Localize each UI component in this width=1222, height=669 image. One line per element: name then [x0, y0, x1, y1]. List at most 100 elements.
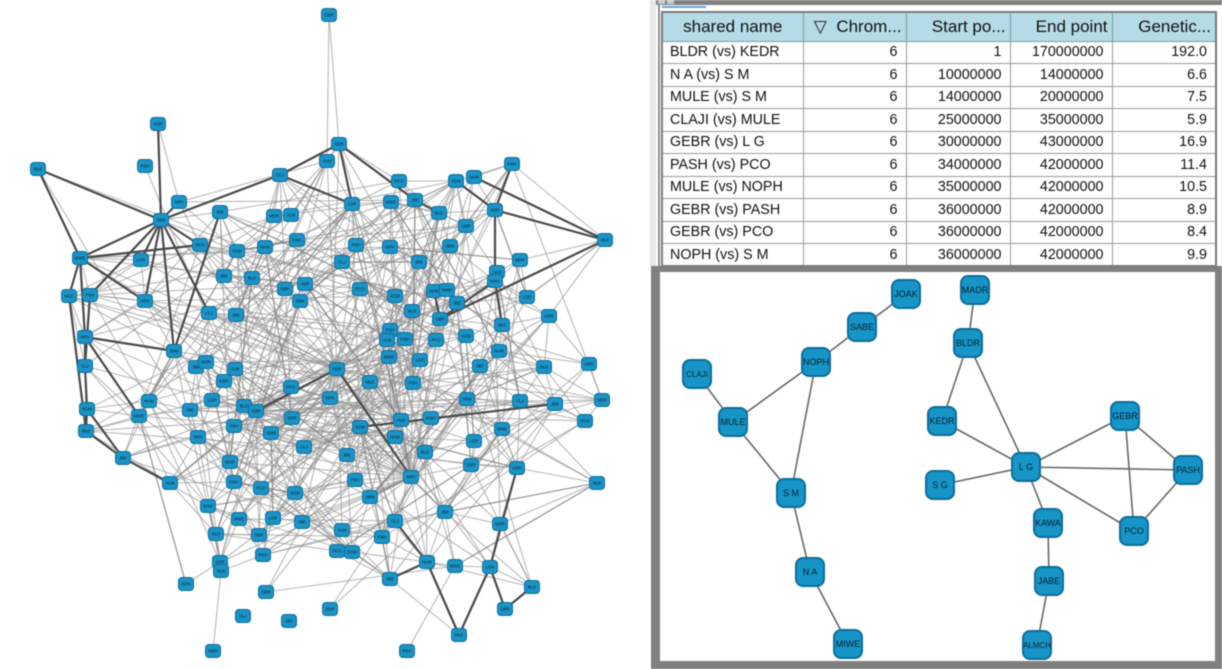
svg-text:PSH: PSH — [230, 424, 239, 429]
svg-text:ALM: ALM — [383, 338, 392, 343]
svg-text:JBK: JBK — [232, 313, 240, 318]
svg-text:GBR: GBR — [500, 607, 509, 612]
svg-text:SBM: SBM — [365, 495, 375, 500]
svg-text:CLJ: CLJ — [300, 445, 307, 450]
svg-text:KDR: KDR — [154, 122, 163, 127]
svg-text:JBK: JBK — [192, 365, 200, 370]
svg-text:PCO: PCO — [394, 179, 404, 184]
svg-text:KAWA: KAWA — [1035, 518, 1061, 528]
svg-text:PSH: PSH — [386, 328, 395, 333]
svg-text:MDR: MDR — [597, 398, 607, 403]
svg-text:KDR: KDR — [333, 367, 342, 372]
svg-text:JBE: JBE — [476, 364, 484, 369]
svg-text:GBR: GBR — [435, 317, 444, 322]
svg-text:L G: L G — [1019, 462, 1033, 472]
svg-text:MDR: MDR — [334, 142, 344, 147]
svg-text:PCO: PCO — [1124, 526, 1144, 536]
svg-text:ALM: ALM — [231, 367, 240, 372]
svg-text:CLJ: CLJ — [81, 364, 88, 369]
svg-text:PCO: PCO — [580, 419, 590, 424]
svg-text:PCO: PCO — [332, 549, 342, 554]
svg-text:NPH: NPH — [326, 396, 335, 401]
svg-text:JBE: JBE — [411, 198, 419, 203]
svg-text:CLAJI: CLAJI — [686, 370, 708, 379]
svg-text:KDR: KDR — [545, 314, 554, 319]
svg-text:JBE: JBE — [386, 577, 394, 582]
svg-text:LGR: LGR — [486, 565, 495, 570]
svg-text:NPH: NPH — [141, 299, 150, 304]
svg-text:BLD: BLD — [528, 585, 536, 590]
svg-text:KDR: KDR — [491, 208, 500, 213]
svg-text:NAM: NAM — [390, 435, 400, 440]
svg-text:LGR: LGR — [137, 258, 146, 263]
svg-text:MADR: MADR — [962, 285, 989, 295]
svg-text:KWA: KWA — [490, 279, 500, 284]
svg-text:KDR: KDR — [216, 560, 225, 565]
svg-text:KEDR: KEDR — [929, 416, 955, 426]
svg-text:GBR: GBR — [584, 362, 593, 367]
svg-text:GBR: GBR — [254, 533, 263, 538]
svg-text:BLD: BLD — [248, 276, 256, 281]
svg-text:LGR: LGR — [208, 398, 217, 403]
svg-text:CLJ: CLJ — [391, 519, 398, 524]
svg-text:SBM: SBM — [156, 218, 166, 223]
svg-text:MLE: MLE — [593, 481, 602, 486]
svg-text:GBR: GBR — [466, 463, 475, 468]
svg-text:BLD: BLD — [240, 404, 248, 409]
svg-text:MDR: MDR — [495, 522, 505, 527]
svg-text:SGM: SGM — [347, 550, 357, 555]
svg-text:MWE: MWE — [497, 427, 507, 432]
svg-text:KWA: KWA — [426, 416, 436, 421]
svg-text:JBK: JBK — [119, 456, 127, 461]
svg-text:LGR: LGR — [523, 295, 532, 300]
svg-text:ALM: ALM — [287, 213, 296, 218]
svg-text:MDR: MDR — [515, 258, 525, 263]
svg-text:NOPH: NOPH — [803, 357, 829, 367]
svg-text:PSH: PSH — [141, 164, 150, 169]
svg-text:NAM: NAM — [203, 504, 213, 509]
svg-text:LGR: LGR — [348, 202, 357, 207]
svg-text:SGM: SGM — [82, 407, 92, 412]
svg-text:MLE: MLE — [217, 569, 226, 574]
svg-text:MLE: MLE — [498, 323, 507, 328]
svg-text:PCO: PCO — [286, 385, 296, 390]
svg-text:SGM: SGM — [390, 294, 400, 299]
svg-text:MWE: MWE — [442, 288, 452, 293]
svg-text:MIWE: MIWE — [836, 639, 861, 649]
svg-text:NPH: NPH — [386, 245, 395, 250]
svg-text:LGR: LGR — [470, 439, 479, 444]
svg-text:KWA: KWA — [377, 535, 387, 540]
svg-text:NPH: NPH — [81, 335, 90, 340]
svg-text:PCO: PCO — [355, 287, 365, 292]
svg-text:SGM: SGM — [461, 334, 471, 339]
svg-text:GEBR: GEBR — [1112, 411, 1138, 421]
svg-text:PCO: PCO — [431, 338, 441, 343]
svg-text:NPH: NPH — [194, 435, 203, 440]
svg-text:BLD: BLD — [421, 450, 429, 455]
svg-text:JBE: JBE — [343, 453, 351, 458]
svg-text:ALM: ALM — [338, 528, 347, 533]
svg-text:JOAK: JOAK — [894, 289, 918, 299]
svg-text:JBE: JBE — [298, 520, 306, 525]
svg-text:SBM: SBM — [445, 244, 455, 249]
svg-text:SGM: SGM — [290, 491, 300, 496]
svg-text:CLJ: CLJ — [276, 173, 283, 178]
svg-text:JBE: JBE — [220, 274, 228, 279]
svg-text:JBK: JBK — [551, 402, 559, 407]
svg-text:NAM: NAM — [144, 399, 154, 404]
svg-text:SGM: SGM — [355, 425, 365, 430]
svg-text:BLD: BLD — [408, 309, 416, 314]
svg-text:NAM: NAM — [469, 175, 479, 180]
svg-text:PSH: PSH — [351, 478, 360, 483]
svg-text:MLE: MLE — [366, 380, 375, 385]
svg-text:KWA: KWA — [219, 379, 229, 384]
svg-text:NPH: NPH — [407, 475, 416, 480]
svg-text:NPH: NPH — [175, 200, 184, 205]
svg-text:GBR: GBR — [280, 287, 289, 292]
svg-text:MDR: MDR — [269, 214, 279, 219]
svg-text:MLE: MLE — [455, 633, 464, 638]
svg-text:BLDR: BLDR — [956, 338, 981, 348]
svg-text:MLE: MLE — [65, 294, 74, 299]
svg-text:PSH: PSH — [259, 553, 268, 558]
svg-text:KWA: KWA — [400, 337, 410, 342]
